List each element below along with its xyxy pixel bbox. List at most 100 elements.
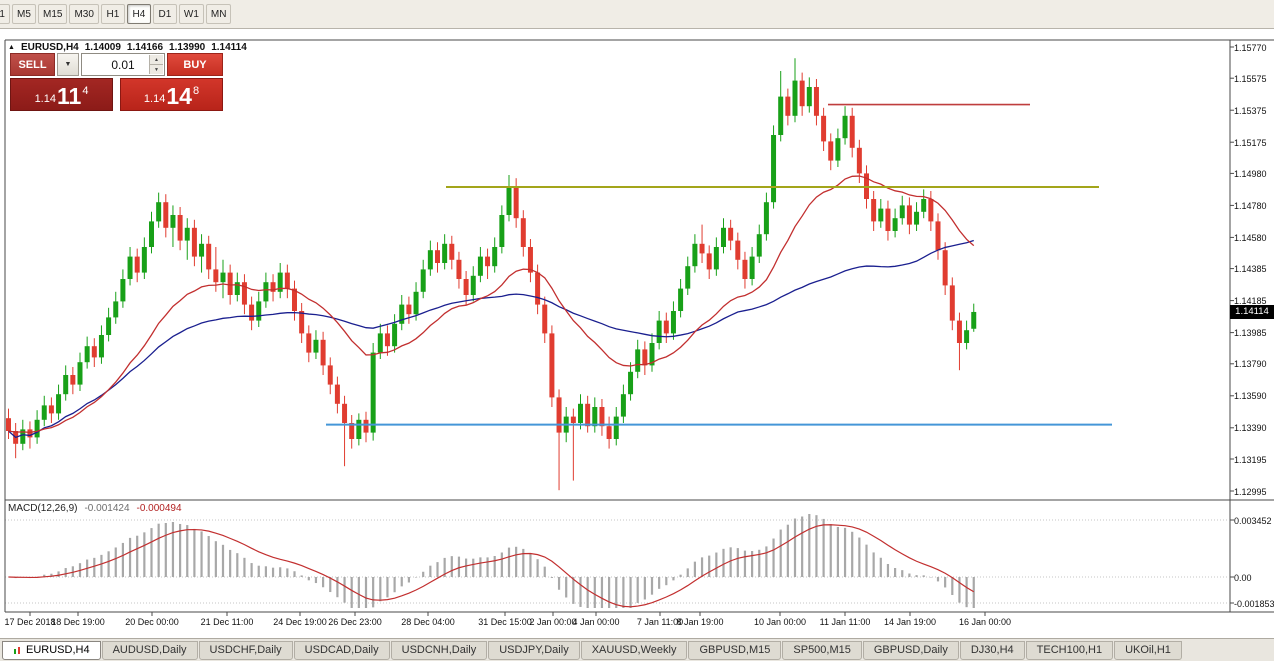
candle-body: [613, 416, 619, 439]
timeframe-button-m30[interactable]: M30: [69, 4, 99, 24]
timeframe-button-group: M1M5M15M30H1H4D1W1MN: [0, 4, 232, 24]
sell-button[interactable]: SELL: [10, 53, 55, 76]
volume-dropdown-button[interactable]: ▼: [57, 53, 79, 76]
time-axis-label: 21 Dec 11:00: [200, 617, 254, 627]
candle-body: [213, 269, 219, 283]
candle-body: [871, 199, 877, 222]
buy-price-display[interactable]: 1.14 14 8: [120, 78, 223, 111]
quote-header: ▲ EURUSD,H4 1.14009 1.14166 1.13990 1.14…: [8, 42, 247, 53]
chart-tab-audusd-daily[interactable]: AUDUSD,Daily: [101, 640, 198, 660]
chart-tab-ukoil-h1[interactable]: UKOil,H1: [1114, 640, 1182, 660]
candle-body: [20, 429, 26, 444]
price-scale-label: 1.15575: [1234, 73, 1267, 84]
buy-price-big: 14: [166, 83, 192, 109]
chart-tab-usdchf-daily[interactable]: USDCHF,Daily: [198, 640, 293, 660]
candle-body: [928, 199, 934, 222]
price-scale-label: 1.14580: [1234, 232, 1267, 243]
chart-tab-xauusd-weekly[interactable]: XAUUSD,Weekly: [580, 640, 688, 660]
candle-body: [6, 418, 11, 431]
sell-price-pip: 4: [82, 85, 89, 97]
candle-body: [649, 343, 655, 366]
buy-button[interactable]: BUY: [167, 53, 223, 76]
timeframe-button-m1[interactable]: M1: [0, 4, 10, 24]
candle-body: [842, 115, 848, 139]
chart-tab-usdcnh-daily[interactable]: USDCNH,Daily: [390, 640, 488, 660]
spinner-up-icon[interactable]: ▲: [150, 55, 163, 65]
candle-body: [592, 407, 598, 427]
chart-tab-eurusd-h4[interactable]: EURUSD,H4: [2, 640, 101, 660]
candle-body: [470, 275, 476, 295]
candle-body: [556, 397, 562, 433]
time-axis-label: 14 Jan 19:00: [883, 617, 937, 627]
chart-tab-sp500-m15[interactable]: SP500,M15: [782, 640, 862, 660]
candle-body: [241, 282, 247, 305]
candle-body: [156, 202, 162, 222]
chevron-down-icon: ▼: [64, 61, 72, 68]
candle-body: [442, 243, 448, 263]
tab-chart-icon: [13, 646, 22, 655]
volume-input[interactable]: [95, 57, 151, 72]
timeframe-button-m15[interactable]: M15: [38, 4, 68, 24]
candle-body: [527, 247, 533, 273]
candle-body: [635, 349, 641, 372]
macd-title: MACD(12,26,9): [8, 503, 78, 514]
chart-tab-gbpusd-m15[interactable]: GBPUSD,M15: [688, 640, 782, 660]
candle-body: [256, 301, 262, 321]
quote-symbol: EURUSD,H4: [20, 42, 79, 53]
price-scale[interactable]: 1.15770 1.15575 1.15375 1.15175 1.14980 1.147…: [1231, 40, 1274, 500]
macd-signal-line: [8, 524, 975, 608]
candle-body: [106, 317, 112, 335]
candle-body: [113, 301, 119, 318]
chart-tab-usdjpy-daily[interactable]: USDJPY,Daily: [488, 640, 580, 660]
chart-tab-label: EURUSD,H4: [26, 644, 90, 656]
candle-body: [249, 304, 255, 321]
timeframe-button-h4[interactable]: H4: [126, 4, 151, 24]
candle-body: [742, 259, 748, 279]
one-click-trading-panel: SELL ▼ ▲ ▼ BUY 1.14 11 4 1.14 14: [10, 53, 223, 111]
candle-body: [713, 247, 719, 270]
candle-body: [806, 87, 812, 107]
time-axis[interactable]: 17 Dec 2018 18 Dec 19:00 20 Dec 00:00 21 De…: [0, 615, 1274, 629]
time-axis-label: 20 Dec 00:00: [125, 617, 179, 627]
volume-field: ▲ ▼: [81, 53, 165, 76]
candle-body: [964, 330, 970, 343]
sell-price-display[interactable]: 1.14 11 4: [10, 78, 113, 111]
timeframe-button-mn[interactable]: MN: [205, 4, 232, 24]
macd-scale[interactable]: 0.003452 0.00 -0.001853: [1231, 500, 1274, 612]
timeframe-button-d1[interactable]: D1: [152, 4, 177, 24]
timeframe-button-h1[interactable]: H1: [100, 4, 125, 24]
price-scale-label: 1.13790: [1234, 359, 1267, 370]
candle-body: [334, 384, 340, 404]
price-scale-label: 1.14980: [1234, 168, 1267, 179]
price-scale-label: 1.15770: [1234, 42, 1267, 53]
time-axis-label: 28 Dec 04:00: [401, 617, 455, 627]
candle-body: [935, 221, 941, 251]
candle-body: [70, 375, 76, 385]
candle-body: [549, 333, 555, 398]
candle-body: [656, 320, 662, 343]
candle-body: [506, 186, 512, 215]
candle-body: [642, 349, 648, 366]
timeframe-button-m5[interactable]: M5: [12, 4, 36, 24]
candle-body: [342, 403, 348, 423]
chart-tab-gbpusd-daily[interactable]: GBPUSD,Daily: [862, 640, 959, 660]
chart-tab-dj30-h4[interactable]: DJ30,H4: [959, 640, 1025, 660]
candle-body: [906, 205, 912, 225]
candle-body: [127, 256, 133, 279]
candle-body: [41, 405, 47, 420]
candle-body: [170, 215, 176, 228]
timeframe-button-w1[interactable]: W1: [178, 4, 204, 24]
candle-body: [721, 227, 726, 247]
chart-tab-label: GBPUSD,M15: [699, 644, 771, 656]
chart-tab-usdcad-daily[interactable]: USDCAD,Daily: [293, 640, 390, 660]
chart-tab-label: USDCHF,Daily: [209, 644, 282, 656]
chart-tab-tech100-h1[interactable]: TECH100,H1: [1025, 640, 1114, 660]
candle-body: [463, 279, 469, 295]
spinner-down-icon[interactable]: ▼: [150, 65, 163, 74]
candle-body: [48, 405, 54, 414]
time-axis-label: 17 Dec 2018: [4, 617, 56, 627]
candle-body: [392, 323, 398, 347]
time-axis-label: 26 Dec 23:00: [328, 617, 382, 627]
time-axis-label: 7 Jan 11:00: [636, 617, 684, 627]
